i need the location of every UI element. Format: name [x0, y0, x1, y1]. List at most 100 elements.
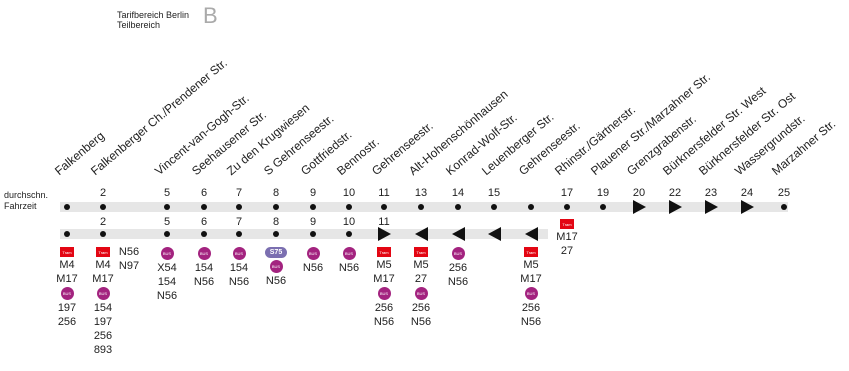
- connection-line-label[interactable]: 27: [560, 245, 574, 257]
- connection-line-label[interactable]: 256: [57, 316, 77, 328]
- tariff-line-1: Tarifbereich Berlin: [117, 10, 190, 20]
- bus-icon: BUS: [197, 247, 211, 260]
- connection-line-label[interactable]: N56: [373, 316, 395, 328]
- travel-time-lower: 11: [378, 216, 390, 228]
- direction-arrow-left-icon: [488, 227, 501, 241]
- connection-line-label[interactable]: 27: [414, 273, 428, 285]
- connection-line-label[interactable]: M4: [95, 259, 111, 271]
- connection-line-label[interactable]: 154: [194, 262, 214, 274]
- direction-arrow-right-icon: [633, 200, 646, 214]
- connection-line-label[interactable]: 256: [93, 330, 113, 342]
- stop-dot: [310, 231, 316, 237]
- tram-icon: Tram: [524, 247, 538, 257]
- stop-dot: [310, 204, 316, 210]
- connection-line-label[interactable]: N56: [228, 276, 250, 288]
- connection-line-label[interactable]: N56: [410, 316, 432, 328]
- connection-list: BUS N56: [329, 246, 369, 275]
- connection-line-label[interactable]: M5: [413, 259, 429, 271]
- stop-dot: [201, 204, 207, 210]
- stop-dot: [600, 204, 606, 210]
- connection-line-label[interactable]: N56: [265, 275, 287, 287]
- connection-line-label[interactable]: N56: [193, 276, 215, 288]
- travel-time-lower: 5: [163, 216, 171, 228]
- connection-list: BUS N56: [293, 246, 333, 275]
- connection-line-label[interactable]: N56: [156, 290, 178, 302]
- connection-line-label[interactable]: N56: [302, 262, 324, 274]
- lower-route-band: [60, 229, 548, 239]
- connection-line-label[interactable]: 154: [93, 302, 113, 314]
- direction-arrow-right-icon: [378, 227, 391, 241]
- tariff-zone: B: [203, 3, 218, 28]
- travel-time-upper: 23: [704, 187, 718, 199]
- avg-label-line-1: durchschn.: [4, 190, 49, 200]
- connection-list: Tram M4 M17 BUS 154 197 256 893: [83, 246, 123, 357]
- tram-icon: Tram: [377, 247, 391, 257]
- connection-line-label[interactable]: 197: [57, 302, 77, 314]
- connection-line-label[interactable]: N56: [338, 262, 360, 274]
- connection-line-label[interactable]: 256: [448, 262, 468, 274]
- connection-list: BUS X54 154 N56: [147, 246, 187, 303]
- stop-dot: [455, 204, 461, 210]
- travel-time-upper: 15: [487, 187, 501, 199]
- connection-line-label[interactable]: M17: [556, 231, 578, 243]
- direction-arrow-left-icon: [415, 227, 428, 241]
- stop-dot: [528, 204, 534, 210]
- bus-icon: BUS: [306, 247, 320, 260]
- bus-icon: BUS: [414, 287, 428, 300]
- stop-dot: [564, 204, 570, 210]
- stop-dot: [100, 204, 106, 210]
- connection-line-label[interactable]: 893: [93, 344, 113, 356]
- connection-line-label[interactable]: M4: [59, 259, 75, 271]
- bus-icon: BUS: [377, 287, 391, 300]
- bus-icon: BUS: [451, 247, 465, 260]
- stop-dot: [346, 204, 352, 210]
- travel-time-lower: 7: [235, 216, 243, 228]
- connection-line-label[interactable]: N56: [520, 316, 542, 328]
- direction-arrow-right-icon: [741, 200, 754, 214]
- travel-time-upper: 7: [235, 187, 243, 199]
- tram-icon: Tram: [560, 219, 574, 229]
- connection-line-label[interactable]: 154: [229, 262, 249, 274]
- travel-time-upper: 10: [342, 187, 356, 199]
- tram-icon: Tram: [60, 247, 74, 257]
- tram-icon: Tram: [96, 247, 110, 257]
- travel-time-upper: 22: [668, 187, 682, 199]
- connection-list: Tram M5 M17 BUS 256 N56: [511, 246, 551, 329]
- connection-list: Tram M4 M17 BUS 197 256: [47, 246, 87, 329]
- stop-dot: [273, 231, 279, 237]
- connection-list: Tram M5 27 BUS 256 N56: [401, 246, 441, 329]
- upper-route-band: [60, 202, 788, 212]
- connection-line-label[interactable]: M5: [376, 259, 392, 271]
- connection-line-label[interactable]: 256: [411, 302, 431, 314]
- bus-icon: BUS: [342, 247, 356, 260]
- travel-time-upper: 19: [596, 187, 610, 199]
- connection-line-label[interactable]: 256: [374, 302, 394, 314]
- stop-dot: [164, 204, 170, 210]
- travel-time-upper: 9: [309, 187, 317, 199]
- connection-line-label[interactable]: M17: [373, 273, 395, 285]
- connection-line-label[interactable]: M5: [523, 259, 539, 271]
- connection-line-label[interactable]: 154: [157, 276, 177, 288]
- stop-dot: [201, 231, 207, 237]
- connection-line-label[interactable]: N56: [447, 276, 469, 288]
- connection-list: Tram M5 M17 BUS 256 N56: [364, 246, 404, 329]
- travel-time-upper: 11: [378, 187, 390, 199]
- connection-line-label[interactable]: 197: [93, 316, 113, 328]
- stop-dot: [491, 204, 497, 210]
- connection-line-label[interactable]: M17: [92, 273, 114, 285]
- connection-line-label[interactable]: M17: [56, 273, 78, 285]
- stop-name[interactable]: Gehrenseestr.: [369, 118, 436, 178]
- connection-line-label[interactable]: N97: [118, 260, 140, 272]
- tram-icon: Tram: [414, 247, 428, 257]
- avg-label-line-2: Fahrzeit: [4, 201, 37, 211]
- connection-line-label[interactable]: N56: [118, 246, 140, 258]
- stop-dot: [381, 204, 387, 210]
- travel-time-lower: 9: [309, 216, 317, 228]
- travel-time-upper: 13: [414, 187, 428, 199]
- connection-line-label[interactable]: M17: [520, 273, 542, 285]
- connection-line-label[interactable]: 256: [521, 302, 541, 314]
- travel-time-upper: 5: [163, 187, 171, 199]
- connection-line-label[interactable]: X54: [157, 262, 177, 274]
- direction-arrow-left-icon: [452, 227, 465, 241]
